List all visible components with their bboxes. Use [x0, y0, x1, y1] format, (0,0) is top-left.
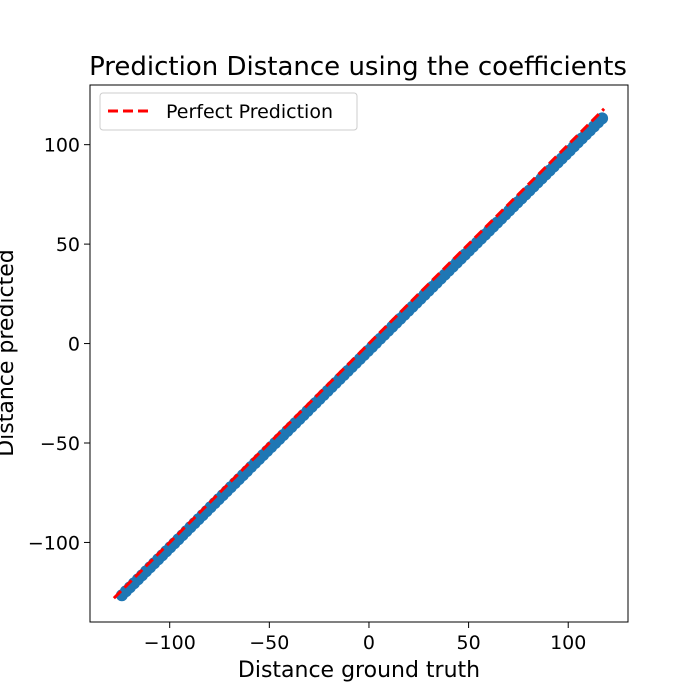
y-tick-label: 50 — [56, 234, 80, 256]
perfect-prediction-line — [112, 107, 606, 600]
x-tick-label: 100 — [550, 632, 586, 654]
y-axis-ticks: −100 −50 0 50 100 — [28, 135, 90, 554]
x-tick-label: 50 — [456, 632, 480, 654]
y-tick-label: 0 — [68, 334, 80, 356]
x-axis-ticks: −100 −50 0 50 100 — [144, 622, 586, 654]
plot-area — [89, 84, 629, 623]
x-tick-label: −100 — [144, 632, 196, 654]
chart-title: Prediction Distance using the coefficien… — [89, 52, 627, 82]
x-axis-label: Distance ground truth — [238, 658, 480, 683]
x-tick-label: 0 — [363, 632, 375, 654]
legend-box — [99, 92, 358, 131]
legend-perfect-prediction-label: Perfect Prediction — [166, 101, 333, 123]
y-tick-label: −50 — [40, 433, 80, 455]
reference-line-layer — [112, 107, 606, 600]
x-tick-label: −50 — [249, 632, 289, 654]
axes-frame — [89, 84, 629, 623]
y-axis-label: Distance predicted — [0, 249, 19, 457]
y-tick-label: 100 — [44, 135, 80, 157]
legend: Perfect Prediction — [99, 92, 358, 131]
y-tick-label: −100 — [28, 532, 80, 554]
